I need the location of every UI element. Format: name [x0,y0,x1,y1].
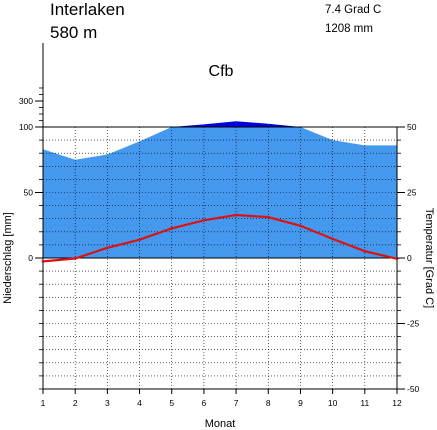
x-tick-label: 6 [202,398,207,408]
x-tick-label: 12 [392,398,402,408]
temperature-point [105,246,109,250]
precip-excess-area [268,123,301,127]
mean-temperature: 7.4 Grad C [325,4,381,16]
y-left-tick-label: 0 [28,253,33,263]
grid-group [43,127,397,389]
temperature-point [41,260,45,263]
temperature-point [331,237,335,241]
precip-area-group [43,121,397,258]
x-tick-label: 11 [360,398,369,408]
x-tick-label: 5 [169,398,174,408]
precip-excess-area [203,121,237,127]
x-tick-label: 8 [266,398,271,408]
y-right-tick-label: -50 [407,384,420,394]
x-axis-label: Monat [205,418,236,430]
y-right-tick-label: 50 [407,122,417,132]
x-tick-label: 1 [41,398,46,408]
temperature-point [138,238,141,242]
y-axis-right-label: Temperatur [Grad C] [423,208,435,308]
temperature-point [363,249,367,253]
y-left-tick-label: 300 [19,96,33,106]
temperature-point [73,257,77,260]
temperature-line [42,213,398,263]
x-tick-label: 4 [137,398,142,408]
annual-precipitation: 1208 mm [325,23,373,35]
x-tick-label: 10 [328,398,338,408]
temperature-point [234,213,238,217]
precip-excess-area [171,124,204,127]
x-tick-label: 3 [105,398,110,408]
y-right-tick-label: 0 [407,253,412,263]
temperature-point [266,215,270,219]
y-left-tick-label: 50 [24,188,34,198]
station-name: Interlaken [50,0,125,19]
climate-classification: Cfb [209,63,234,80]
x-tick-label: 2 [73,398,78,408]
temperature-point [170,226,174,230]
y-left-tick-label: 100 [19,122,33,132]
y-axis-left-label: Niederschlag [mm] [2,212,14,304]
x-tick-label: 7 [234,398,239,408]
temperature-group [41,213,399,263]
x-tick-label: 9 [298,398,303,408]
temperature-point [299,224,302,228]
temperature-point [202,218,206,222]
y-right-tick-label: -25 [407,319,420,329]
y-right-tick-label: 25 [407,188,417,198]
precip-excess-area [236,121,269,127]
station-elevation: 580 m [50,23,97,42]
